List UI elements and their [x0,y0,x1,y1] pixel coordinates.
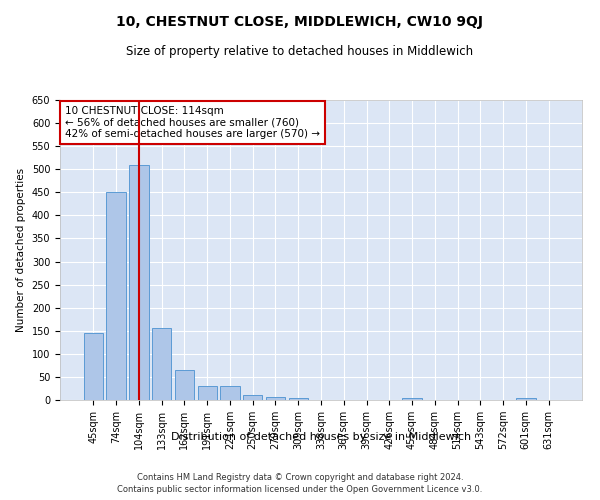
Text: 10 CHESTNUT CLOSE: 114sqm
← 56% of detached houses are smaller (760)
42% of semi: 10 CHESTNUT CLOSE: 114sqm ← 56% of detac… [65,106,320,139]
Bar [220,386,239,400]
Text: Distribution of detached houses by size in Middlewich: Distribution of detached houses by size … [171,432,471,442]
Bar [289,398,308,400]
Bar [106,192,126,400]
Bar [129,164,149,400]
Bar [243,395,262,400]
Bar [175,370,194,400]
Bar [152,328,172,400]
Bar [516,398,536,400]
Bar [266,397,285,400]
Text: Contains HM Land Registry data © Crown copyright and database right 2024.: Contains HM Land Registry data © Crown c… [137,472,463,482]
Text: 10, CHESTNUT CLOSE, MIDDLEWICH, CW10 9QJ: 10, CHESTNUT CLOSE, MIDDLEWICH, CW10 9QJ [116,15,484,29]
Text: Size of property relative to detached houses in Middlewich: Size of property relative to detached ho… [127,45,473,58]
Bar [84,333,103,400]
Bar [403,398,422,400]
Y-axis label: Number of detached properties: Number of detached properties [16,168,26,332]
Bar [197,386,217,400]
Text: Contains public sector information licensed under the Open Government Licence v3: Contains public sector information licen… [118,485,482,494]
